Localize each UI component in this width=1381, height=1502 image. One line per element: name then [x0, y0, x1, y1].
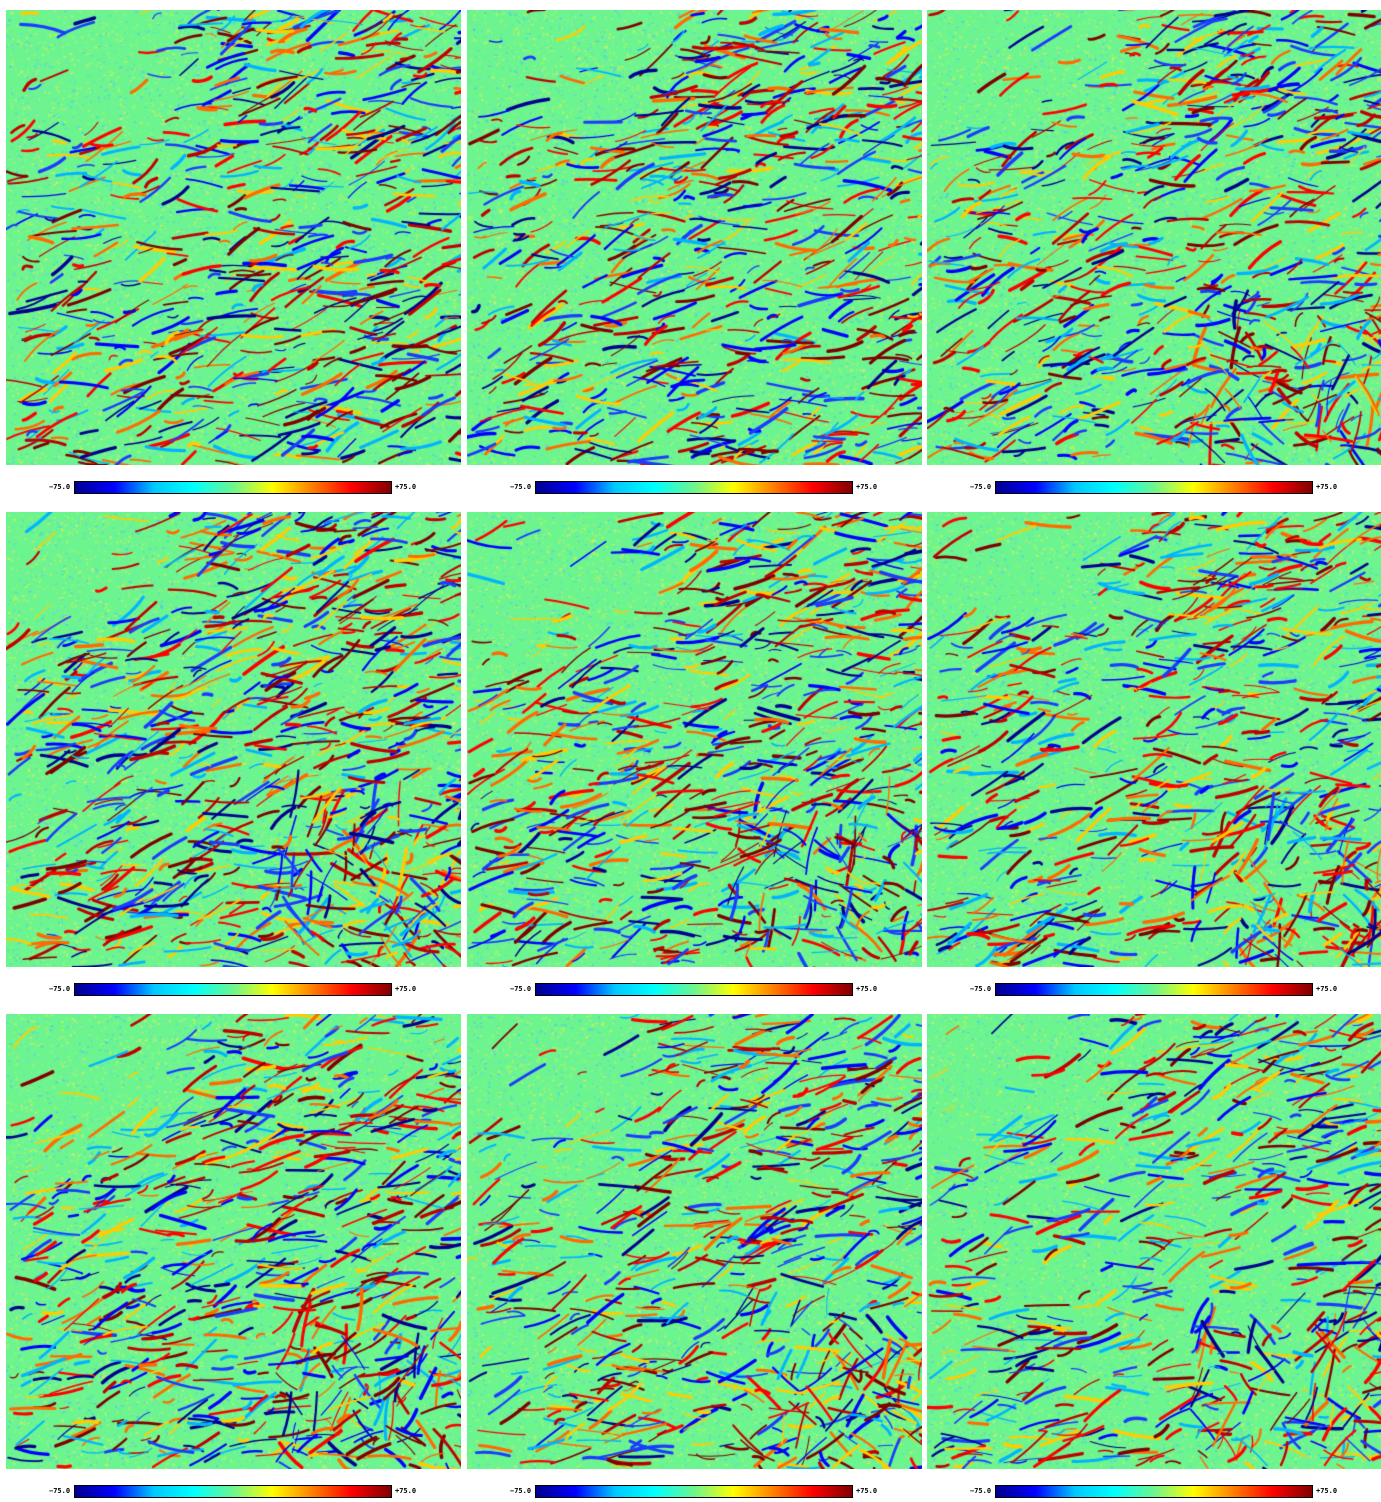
colorbar-gradient — [995, 983, 1313, 996]
deformation-map-image — [927, 10, 1381, 465]
panel-8: −75.0 +75.0 — [461, 1004, 922, 1502]
colorbar-min-label: −75.0 — [970, 483, 992, 491]
colorbar-legend: −75.0 +75.0 — [6, 479, 461, 495]
colorbar-max-label: +75.0 — [856, 1487, 878, 1495]
deformation-map-image — [467, 1014, 922, 1469]
deformation-map-image — [927, 1014, 1381, 1469]
colorbar-max-label: +75.0 — [1316, 985, 1338, 993]
colorbar-gradient — [74, 983, 392, 996]
colorbar-max-label: +75.0 — [395, 483, 417, 491]
colorbar-gradient — [535, 983, 853, 996]
deformation-map-image — [6, 512, 461, 967]
colorbar-gradient — [995, 481, 1313, 494]
colorbar-min-label: −75.0 — [510, 1487, 532, 1495]
colorbar-max-label: +75.0 — [856, 483, 878, 491]
colorbar-legend: −75.0 +75.0 — [6, 981, 461, 997]
panel-4: −75.0 +75.0 — [0, 502, 461, 1000]
colorbar-gradient — [535, 1485, 853, 1498]
colorbar-legend: −75.0 +75.0 — [467, 981, 922, 997]
colorbar-min-label: −75.0 — [510, 483, 532, 491]
colorbar-gradient — [74, 1485, 392, 1498]
colorbar-max-label: +75.0 — [1316, 483, 1338, 491]
panel-3: −75.0 +75.0 — [921, 0, 1381, 498]
colorbar-min-label: −75.0 — [510, 985, 532, 993]
colorbar-legend: −75.0 +75.0 — [927, 479, 1381, 495]
colorbar-min-label: −75.0 — [49, 1487, 71, 1495]
colorbar-max-label: +75.0 — [856, 985, 878, 993]
panel-1: −75.0 +75.0 — [0, 0, 461, 498]
panel-5: −75.0 +75.0 — [461, 502, 922, 1000]
panel-6: −75.0 +75.0 — [921, 502, 1381, 1000]
colorbar-legend: −75.0 +75.0 — [467, 479, 922, 495]
colorbar-min-label: −75.0 — [49, 985, 71, 993]
colorbar-gradient — [535, 481, 853, 494]
colorbar-max-label: +75.0 — [395, 1487, 417, 1495]
deformation-map-image — [927, 512, 1381, 967]
colorbar-gradient — [74, 481, 392, 494]
deformation-map-image — [6, 1014, 461, 1469]
deformation-map-image — [467, 10, 922, 465]
deformation-map-image — [467, 512, 922, 967]
colorbar-legend: −75.0 +75.0 — [927, 981, 1381, 997]
deformation-map-image — [6, 10, 461, 465]
colorbar-max-label: +75.0 — [395, 985, 417, 993]
colorbar-min-label: −75.0 — [49, 483, 71, 491]
panel-2: −75.0 +75.0 — [461, 0, 922, 498]
colorbar-max-label: +75.0 — [1316, 1487, 1338, 1495]
colorbar-min-label: −75.0 — [970, 1487, 992, 1495]
colorbar-gradient — [995, 1485, 1313, 1498]
colorbar-min-label: −75.0 — [970, 985, 992, 993]
panel-9: −75.0 +75.0 — [921, 1004, 1381, 1502]
panel-7: −75.0 +75.0 — [0, 1004, 461, 1502]
